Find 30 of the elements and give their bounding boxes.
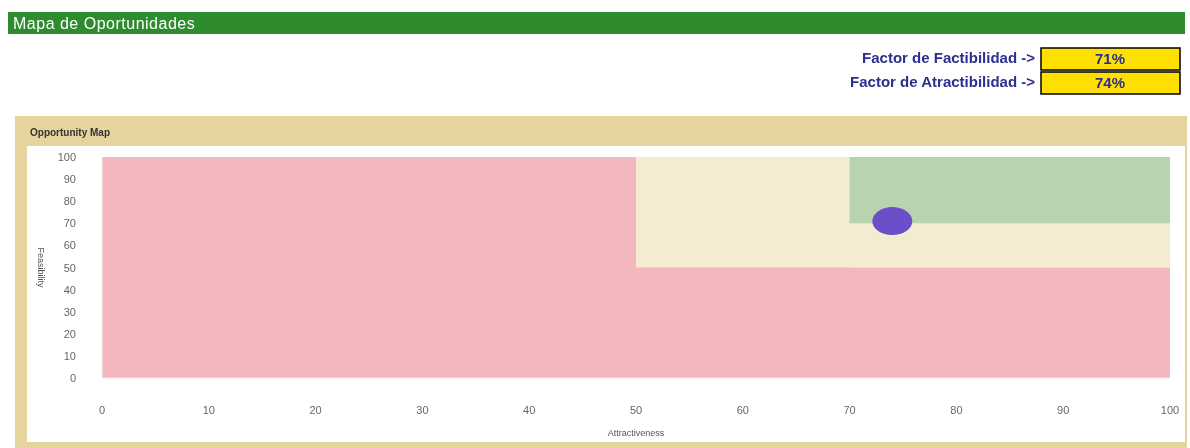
text: Factor de Factibilidad -> [862, 49, 1036, 66]
y-tick-label: 50 [63, 261, 76, 274]
x-tick-label: 60 [736, 404, 749, 416]
y-tick-label: 10 [63, 349, 76, 362]
x-tick-label: 10 [202, 404, 215, 416]
y-tick-label: 40 [63, 283, 76, 296]
x-axis-title: Attractiveness [607, 428, 665, 438]
text: 71% [1094, 50, 1126, 67]
x-tick-label: 70 [843, 404, 856, 416]
y-tick-label: 80 [63, 195, 76, 208]
y-tick-label: 100 [57, 151, 76, 163]
y-tick-label: 0 [69, 372, 76, 384]
y-axis-title: Feasibility [36, 247, 46, 288]
x-tick-label: 0 [98, 404, 106, 416]
y-tick-label: 30 [63, 305, 76, 318]
chart-subtitle: Opportunity Map [30, 127, 110, 138]
y-tick-label: 20 [63, 327, 76, 340]
y-tick-label: 90 [63, 173, 76, 186]
x-tick-label: 90 [1057, 404, 1070, 416]
x-tick-label: 100 [1160, 404, 1180, 416]
x-tick-label: 40 [523, 404, 536, 416]
text: 74% [1094, 74, 1126, 91]
x-tick-label: 80 [950, 404, 963, 416]
y-tick-label: 60 [63, 239, 76, 252]
x-tick-label: 50 [629, 404, 643, 416]
y-tick-label: 70 [63, 217, 76, 230]
chart-title: Mapa de Oportunidades [13, 15, 196, 32]
x-tick-label: 20 [309, 404, 322, 416]
x-tick-label: 30 [416, 404, 429, 416]
text: Factor de Atractibilidad -> [850, 73, 1036, 90]
